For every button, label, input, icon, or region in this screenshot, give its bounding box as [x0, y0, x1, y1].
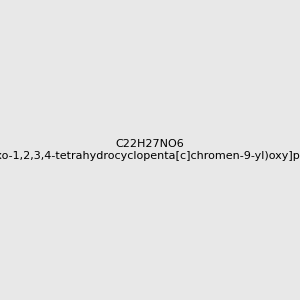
Text: C22H27NO6
N-{2-[(7-methyl-4-oxo-1,2,3,4-tetrahydrocyclopenta[c]chromen-9-yl)oxy]: C22H27NO6 N-{2-[(7-methyl-4-oxo-1,2,3,4-… [0, 139, 300, 161]
